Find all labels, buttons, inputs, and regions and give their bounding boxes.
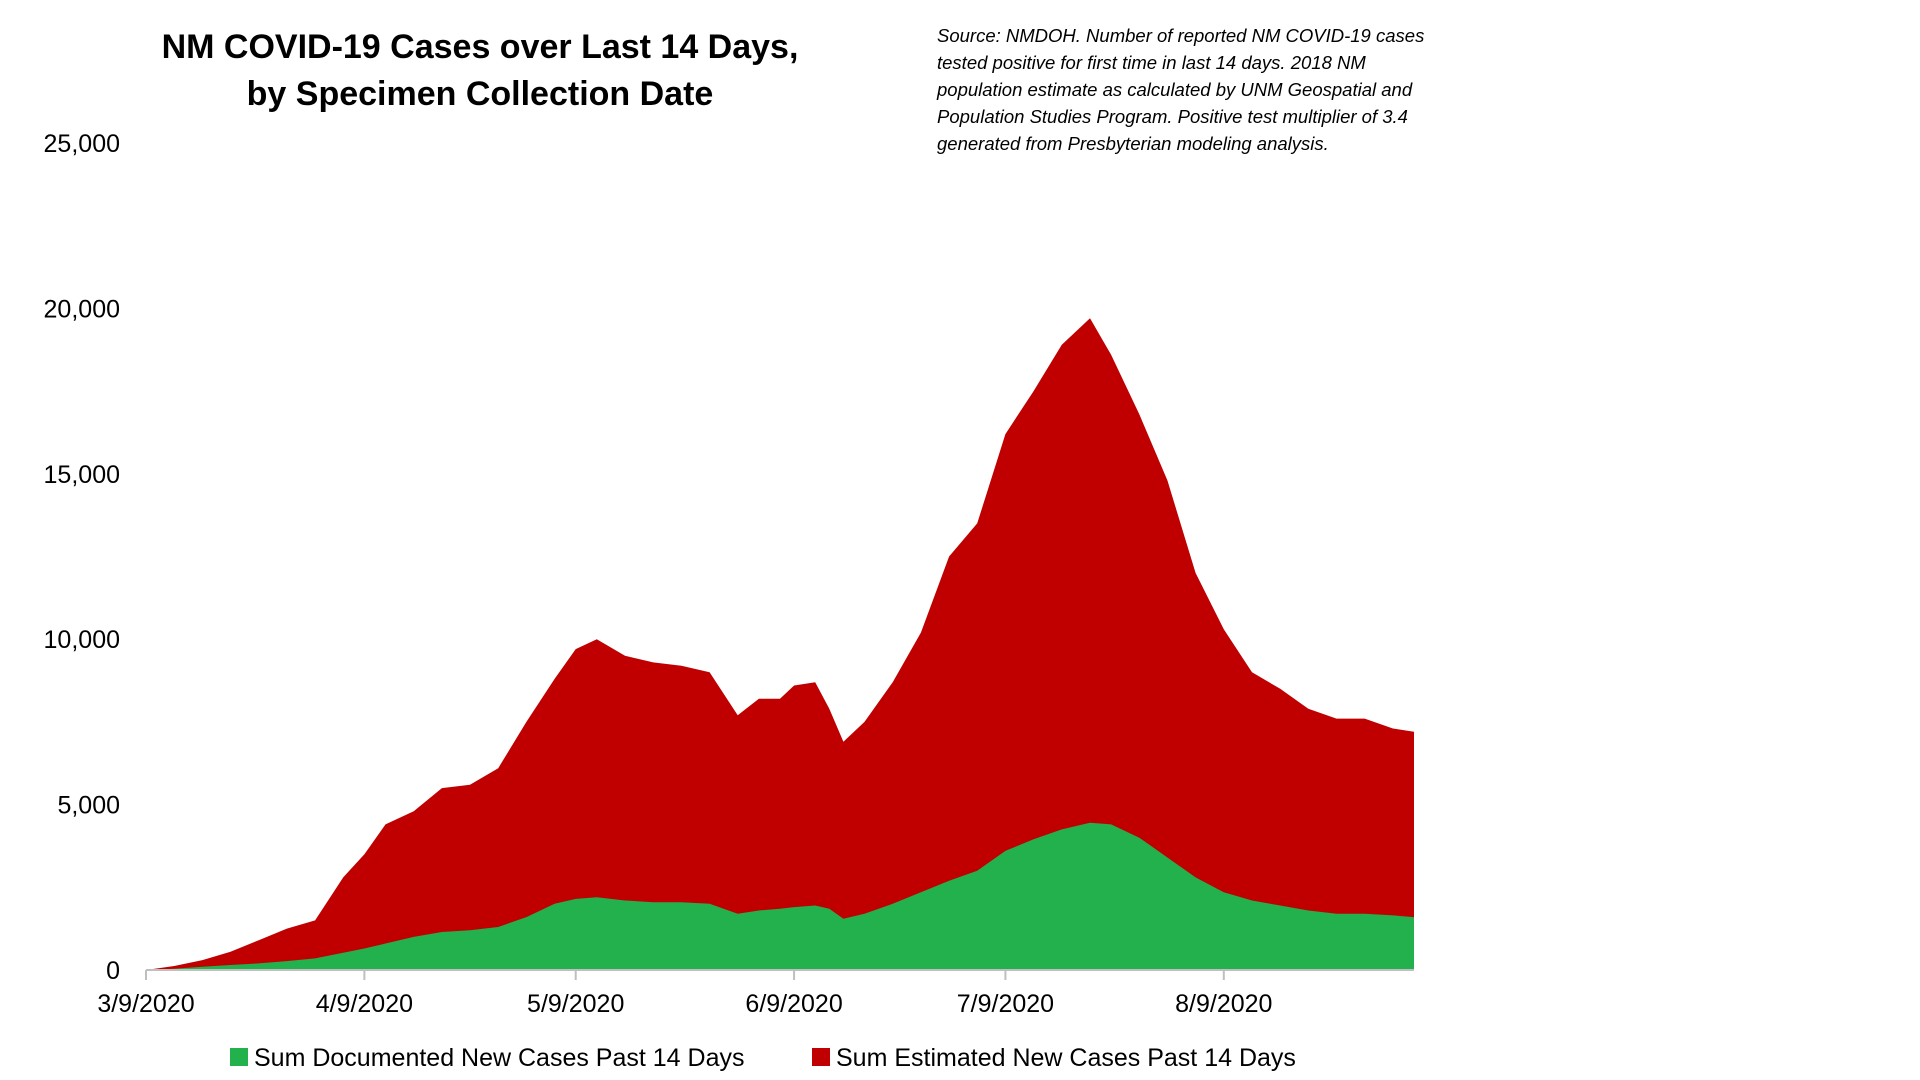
chart-title-line-2: by Specimen Collection Date	[247, 75, 714, 113]
source-note-line-2: tested positive for first time in last 1…	[937, 52, 1366, 73]
y-tick-label: 15,000	[44, 461, 120, 489]
y-tick-label: 0	[106, 957, 120, 985]
legend-swatch-documented	[230, 1048, 248, 1066]
x-tick-label: 7/9/2020	[957, 990, 1054, 1018]
source-note-line-4: Population Studies Program. Positive tes…	[937, 106, 1408, 127]
x-tick-label: 8/9/2020	[1175, 990, 1272, 1018]
x-axis: 3/9/2020 4/9/2020 5/9/2020 6/9/2020 7/9/2020…	[97, 969, 1414, 1018]
legend-label-estimated: Sum Estimated New Cases Past 14 Days	[836, 1044, 1296, 1072]
y-tick-label: 5,000	[57, 792, 120, 820]
estimated-cases-area	[146, 318, 1414, 970]
source-note-line-1: Source: NMDOH. Number of reported NM COV…	[937, 25, 1424, 46]
y-tick-label: 20,000	[44, 295, 120, 323]
x-tick-label: 4/9/2020	[316, 990, 413, 1018]
documented-cases-area	[146, 822, 1414, 970]
legend-swatch-estimated	[812, 1048, 830, 1066]
y-tick-label: 25,000	[44, 130, 120, 158]
x-tick-label: 5/9/2020	[527, 990, 624, 1018]
y-axis: 0 5,000 10,000 15,000 20,000 25,000	[44, 130, 120, 985]
x-tick-label: 6/9/2020	[745, 990, 842, 1018]
x-tick-label: 3/9/2020	[97, 990, 194, 1018]
y-tick-label: 10,000	[44, 626, 120, 654]
plot-area	[146, 318, 1414, 970]
source-note-line-5: generated from Presbyterian modeling ana…	[937, 133, 1329, 154]
legend: Sum Documented New Cases Past 14 Days Su…	[230, 1044, 1296, 1072]
legend-label-documented: Sum Documented New Cases Past 14 Days	[254, 1044, 745, 1072]
source-note-line-3: population estimate as calculated by UNM…	[936, 79, 1413, 100]
chart-title-line-1: NM COVID-19 Cases over Last 14 Days,	[162, 28, 799, 66]
